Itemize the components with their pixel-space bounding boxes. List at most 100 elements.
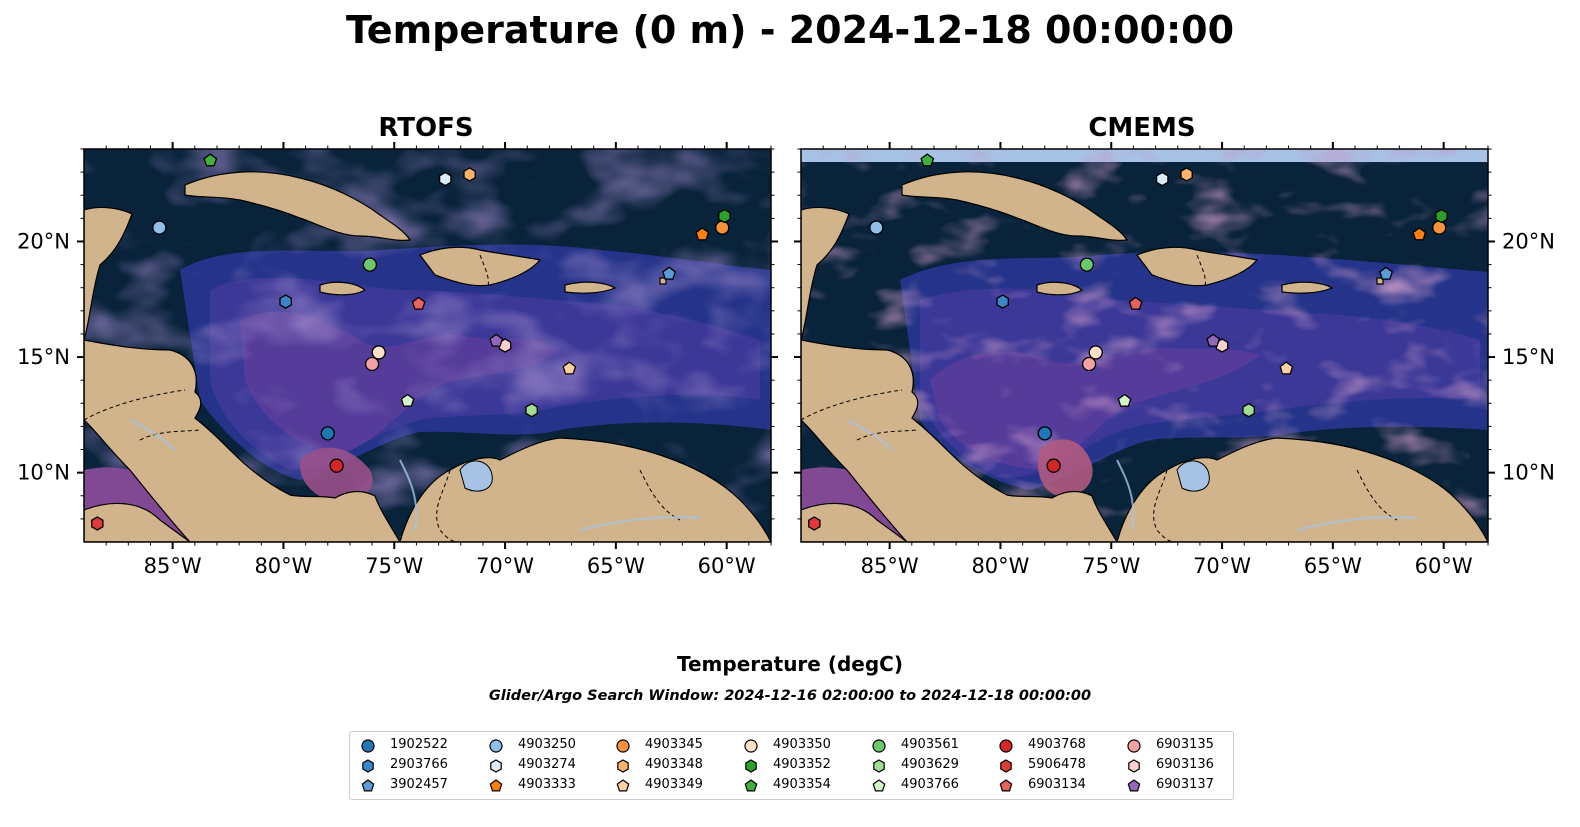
- hexagon-marker-icon: [362, 759, 374, 773]
- legend-label: 4903350: [773, 737, 831, 752]
- float-marker-5906478: [91, 516, 104, 531]
- pentagon-marker-icon: [872, 779, 886, 792]
- float-marker-4903345: [1432, 220, 1447, 235]
- lon-tick-label: 85°W: [144, 554, 202, 578]
- float-marker-6903137: [489, 333, 504, 347]
- float-marker-4903250: [869, 220, 884, 235]
- float-marker-6903137: [1206, 333, 1221, 347]
- float-marker-4903561: [362, 257, 378, 272]
- legend-label: 6903134: [1028, 777, 1086, 792]
- float-marker-4903352: [1435, 208, 1448, 224]
- circle-marker-icon: [361, 739, 375, 753]
- rivers: [846, 419, 1418, 531]
- circle-marker-icon: [999, 739, 1013, 753]
- legend-label: 1902522: [390, 737, 448, 752]
- float-markers: [91, 153, 731, 531]
- panel-title-cmems: CMEMS: [1088, 113, 1196, 143]
- map-figure: 85°W 80°W 75°W 70°W 65°W 60°W 20°N 15°N 10°N: [17, 142, 1555, 578]
- pentagon-marker-icon: [999, 779, 1013, 792]
- float-marker-4903250: [152, 220, 167, 235]
- legend-label: 6903135: [1156, 737, 1214, 752]
- float-markers: [808, 153, 1448, 531]
- lat-tick-label: 10°N: [17, 461, 70, 485]
- float-marker-4903354: [203, 153, 218, 167]
- rivers: [129, 419, 701, 531]
- float-marker-3902457: [662, 266, 676, 280]
- float-marker-4903561: [1079, 257, 1095, 272]
- legend-label: 4903345: [645, 737, 703, 752]
- circle-marker-icon: [489, 739, 503, 753]
- legend-label: 4903354: [773, 777, 831, 792]
- float-marker-4903348: [463, 167, 476, 182]
- rtofs-ticks: 85°W 80°W 75°W 70°W 65°W 60°W 20°N 15°N 10°N: [17, 142, 778, 578]
- float-marker-4903274: [438, 171, 452, 187]
- legend-label: 4903274: [518, 757, 576, 772]
- legend-label: 4903349: [645, 777, 703, 792]
- legend-label: 3902457: [390, 777, 448, 792]
- pentagon-marker-icon: [1127, 779, 1141, 792]
- float-marker-6903134: [411, 296, 426, 310]
- float-marker-4903274: [1155, 171, 1169, 187]
- legend-label: 4903250: [518, 737, 576, 752]
- rtofs-frame: [83, 148, 772, 543]
- legend-label: 4903629: [901, 757, 959, 772]
- legend-label: 4903348: [645, 757, 703, 772]
- rtofs-map: [84, 149, 771, 542]
- hexagon-marker-icon: [617, 759, 629, 773]
- pentagon-marker-icon: [489, 779, 503, 792]
- warm-coastal-patch: [1038, 439, 1093, 496]
- lon-tick-label: 65°W: [1304, 554, 1362, 578]
- cmems-ticks: 85°W 80°W 75°W 70°W 65°W 60°W 20°N 15°N 10°N: [794, 142, 1555, 578]
- circle-marker-icon: [872, 739, 886, 753]
- legend-label: 4903768: [1028, 737, 1086, 752]
- float-marker-4903333: [695, 227, 710, 241]
- float-marker-6903135: [1081, 356, 1097, 372]
- search-window-caption: Glider/Argo Search Window: 2024-12-16 02…: [488, 688, 1092, 704]
- lon-tick-label: 65°W: [587, 554, 645, 578]
- panel-title-rtofs: RTOFS: [378, 113, 474, 143]
- lon-tick-label: 75°W: [365, 554, 423, 578]
- float-marker-4903348: [1180, 167, 1193, 182]
- cmems-map: [801, 149, 1488, 542]
- float-marker-4903766: [400, 393, 415, 407]
- lon-tick-label: 75°W: [1082, 554, 1140, 578]
- lat-tick-label: 15°N: [17, 345, 70, 369]
- float-marker-4903629: [1242, 402, 1255, 418]
- float-marker-1902522: [320, 426, 335, 441]
- float-marker-4903345: [715, 220, 730, 235]
- lon-tick-label: 85°W: [861, 554, 919, 578]
- float-marker-6903134: [1128, 296, 1143, 310]
- circle-marker-icon: [744, 739, 758, 753]
- lake-maracaibo: [1176, 460, 1210, 492]
- float-legend: 1902522 2903766 3902457 4903250 4903274 49033…: [349, 731, 1234, 800]
- legend-label: 4903352: [773, 757, 831, 772]
- pentagon-marker-icon: [361, 779, 375, 792]
- hexagon-marker-icon: [745, 759, 757, 773]
- circle-marker-icon: [616, 739, 630, 753]
- legend-label: 5906478: [1028, 757, 1086, 772]
- lon-tick-label: 70°W: [476, 554, 534, 578]
- lon-tick-label: 60°W: [1415, 554, 1473, 578]
- float-marker-4903766: [1117, 393, 1132, 407]
- float-marker-2903766: [279, 294, 292, 309]
- float-marker-2903766: [996, 294, 1009, 309]
- lon-tick-label: 60°W: [698, 554, 756, 578]
- float-marker-4903352: [718, 208, 731, 224]
- legend-label: 6903136: [1156, 757, 1214, 772]
- float-marker-1902522: [1037, 426, 1052, 441]
- float-marker-4903768: [329, 458, 344, 473]
- lat-tick-label: 10°N: [1502, 461, 1555, 485]
- legend-label: 4903333: [518, 777, 576, 792]
- lon-tick-label: 70°W: [1193, 554, 1251, 578]
- hexagon-marker-icon: [1128, 759, 1140, 773]
- float-marker-6903135: [364, 356, 380, 372]
- lon-tick-label: 80°W: [971, 554, 1029, 578]
- cmems-frame: [800, 148, 1489, 543]
- pentagon-marker-icon: [616, 779, 630, 792]
- land: [801, 171, 1488, 542]
- figure-title: Temperature (0 m) - 2024-12-18 00:00:00: [345, 8, 1235, 52]
- land: [84, 171, 771, 542]
- lake-maracaibo: [459, 460, 493, 492]
- legend-label: 4903561: [901, 737, 959, 752]
- colorbar-label: Temperature (degC): [677, 652, 903, 676]
